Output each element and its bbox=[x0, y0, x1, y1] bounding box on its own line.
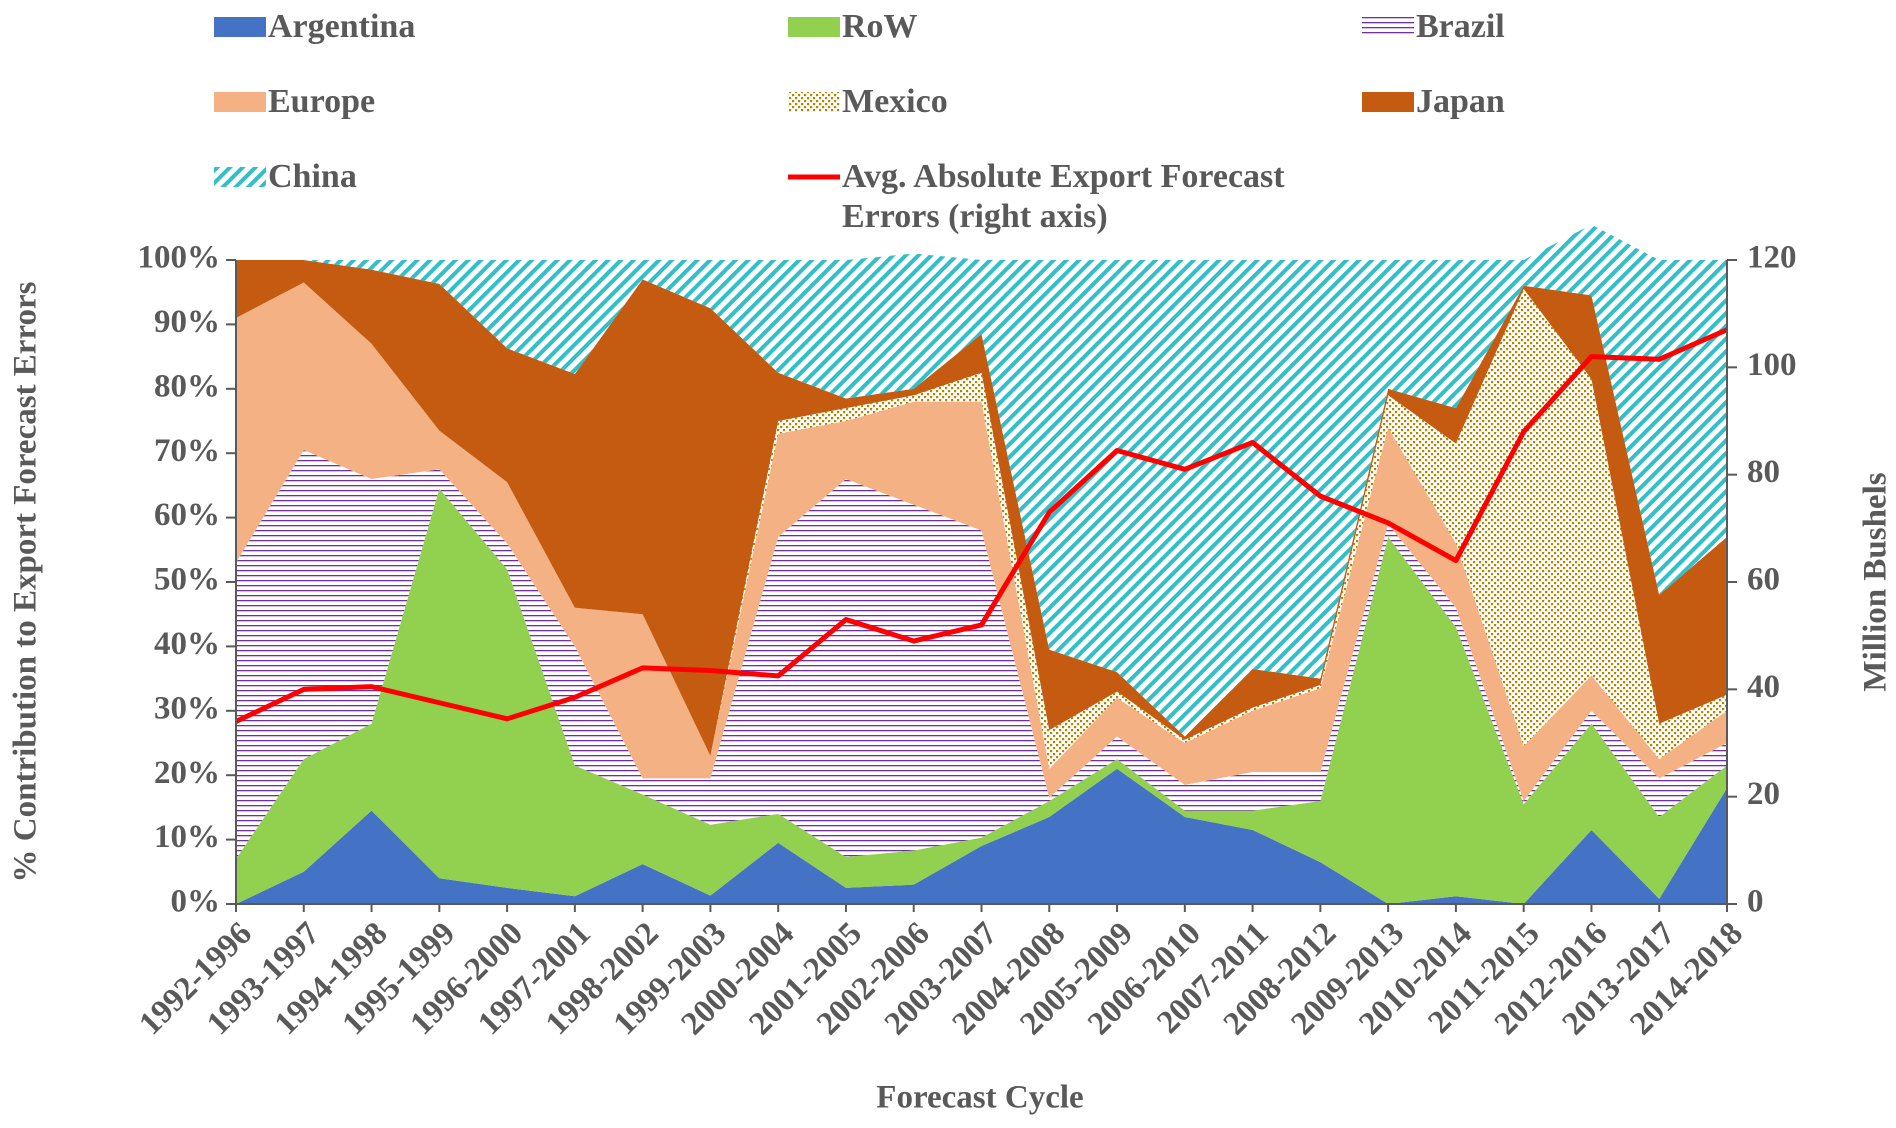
legend-rect bbox=[1362, 17, 1414, 37]
legend-swatch bbox=[214, 17, 266, 37]
y-tick-label: 70% bbox=[154, 433, 220, 469]
legend-item: Argentina bbox=[212, 7, 415, 47]
y-tick-label: 50% bbox=[154, 562, 220, 598]
area bbox=[236, 768, 1727, 904]
y-tick-label: 0% bbox=[171, 884, 221, 920]
legend-swatch bbox=[788, 17, 840, 37]
area bbox=[236, 260, 1727, 756]
y2-tick-label: 100 bbox=[1747, 347, 1797, 383]
legend-swatch bbox=[1362, 92, 1414, 112]
legend-item: Japan bbox=[1360, 82, 1505, 122]
y2-tick-label: 0 bbox=[1747, 884, 1764, 920]
y2-tick-label: 40 bbox=[1747, 669, 1780, 705]
legend-label: Mexico bbox=[842, 83, 948, 120]
area bbox=[236, 282, 1727, 801]
legend-swatch bbox=[788, 92, 840, 112]
legend-item: China bbox=[212, 157, 357, 197]
legend-label: Argentina bbox=[268, 8, 416, 45]
legend-rect bbox=[214, 17, 266, 37]
y-tick-label: 80% bbox=[154, 368, 220, 404]
legend-item: RoW bbox=[786, 7, 918, 47]
y2-tick-label: 60 bbox=[1747, 562, 1780, 598]
y2-axis-title: Million Bushels bbox=[1858, 472, 1894, 691]
legend-rect bbox=[788, 92, 840, 112]
y-tick-label: 30% bbox=[154, 690, 220, 726]
area bbox=[236, 488, 1727, 904]
y-tick-label: 100% bbox=[138, 240, 221, 276]
area bbox=[236, 282, 1727, 769]
legend-label: Japan bbox=[1416, 83, 1505, 120]
legend-swatch bbox=[214, 92, 266, 112]
legend-item: Europe bbox=[212, 82, 375, 122]
y-tick-label: 10% bbox=[154, 819, 220, 855]
y2-tick-label: 20 bbox=[1747, 776, 1780, 812]
legend-item: Avg. Absolute Export Forecast Errors (ri… bbox=[786, 157, 1292, 237]
area bbox=[236, 224, 1727, 737]
legend-rect bbox=[214, 92, 266, 112]
legend-item: Mexico bbox=[786, 82, 948, 122]
legend-label: Europe bbox=[268, 83, 376, 120]
x-axis-title: Forecast Cycle bbox=[876, 1080, 1083, 1116]
legend-item: Brazil bbox=[1360, 7, 1505, 47]
y-tick-label: 90% bbox=[154, 304, 220, 340]
y2-tick-label: 80 bbox=[1747, 454, 1780, 490]
y-tick-label: 20% bbox=[154, 755, 220, 791]
line bbox=[234, 327, 1728, 724]
legend-label: Brazil bbox=[1416, 8, 1505, 45]
y-tick-label: 40% bbox=[154, 626, 220, 662]
legend-rect bbox=[1362, 92, 1414, 112]
legend-rect bbox=[214, 167, 266, 187]
legend-swatch bbox=[788, 174, 840, 180]
y-tick-label: 60% bbox=[154, 497, 220, 533]
legend-label: RoW bbox=[842, 8, 918, 45]
legend-label: Avg. Absolute Export Forecast Errors (ri… bbox=[842, 158, 1285, 235]
legend-swatch bbox=[1362, 17, 1414, 37]
legend-label: China bbox=[268, 158, 357, 195]
area bbox=[236, 449, 1727, 859]
y-axis-title: % Contribution to Export Forecast Errors bbox=[8, 281, 44, 882]
legend-swatch bbox=[214, 167, 266, 187]
legend-rect bbox=[788, 17, 840, 37]
y2-tick-label: 120 bbox=[1747, 240, 1797, 276]
